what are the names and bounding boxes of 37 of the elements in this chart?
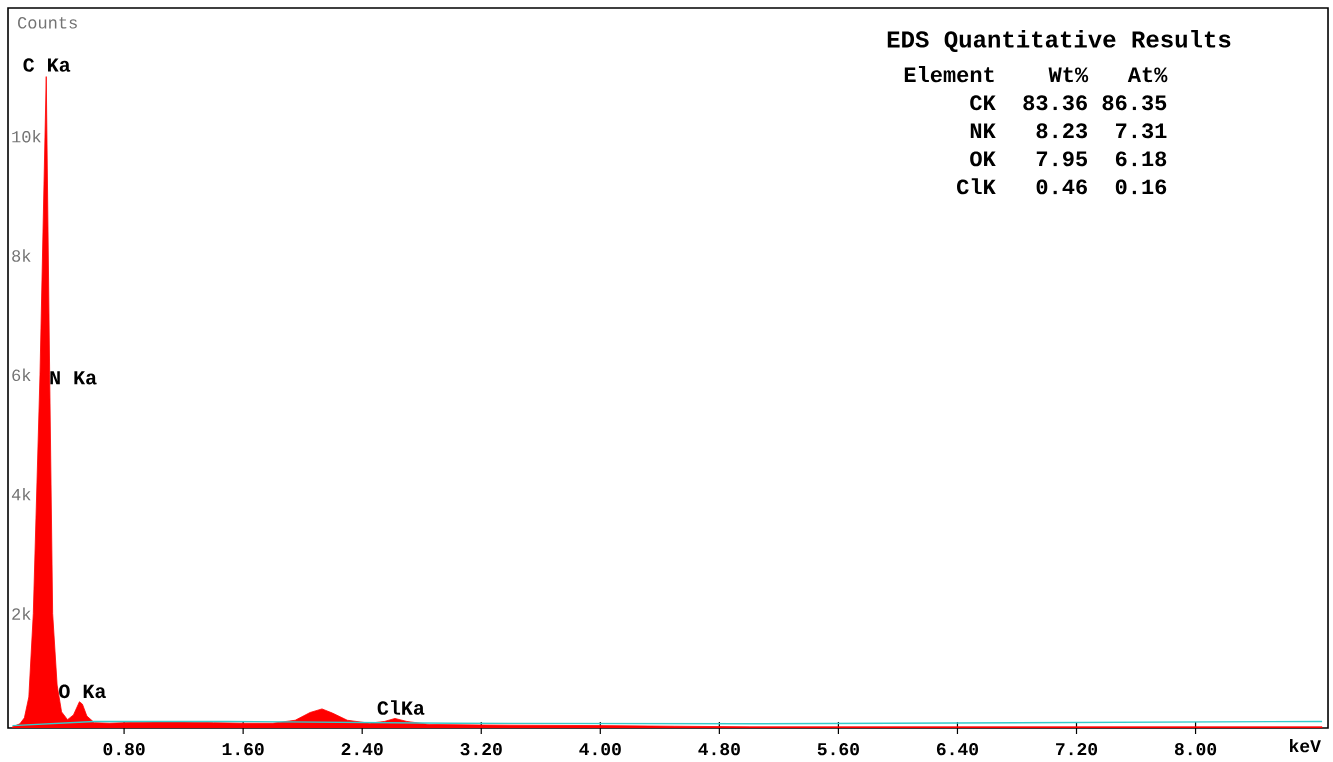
x-tick-label: 2.40 (341, 743, 383, 756)
x-axis-title: keV (1290, 739, 1321, 753)
annotation: OK (970, 151, 996, 167)
annotation: 7.95 (1036, 151, 1088, 167)
x-tick-label: 4.00 (579, 743, 621, 756)
y-tick-label: 8k (12, 249, 31, 262)
y-tick-label: 6k (12, 368, 31, 382)
x-tick-label: 8.00 (1174, 743, 1217, 756)
annotation: N Ka (50, 371, 97, 385)
annotation: NK (970, 123, 996, 139)
x-tick-label: 5.60 (817, 743, 859, 756)
x-tick-label: 3.20 (460, 743, 502, 756)
annotation: Element (904, 66, 994, 83)
y-tick-label: 4k (11, 487, 31, 501)
x-tick-label: 0.80 (103, 743, 145, 756)
annotation: O Ka (59, 684, 106, 699)
x-tick-label: 1.60 (222, 743, 264, 756)
annotation: 0.16 (1115, 179, 1167, 195)
annotation: C Ka (23, 58, 71, 72)
annotation: CK (970, 95, 996, 111)
y-tick-label: 10k (12, 130, 41, 143)
annotation: 6.18 (1115, 151, 1167, 167)
annotation: ClKa (377, 700, 425, 715)
annotation: At% (1127, 67, 1168, 83)
annotation: ClK (957, 178, 996, 195)
annotation: 7.31 (1116, 123, 1167, 139)
annotation: 0.46 (1036, 179, 1087, 195)
annotation: 83.36 (1023, 95, 1087, 111)
y-tick-label: 2k (12, 607, 31, 620)
y-axis-title: Counts (18, 17, 77, 29)
x-tick-label: 6.40 (936, 743, 979, 756)
annotation: EDS Quantitative Results (887, 30, 1231, 53)
x-tick-label: 4.80 (698, 743, 740, 756)
x-tick-label: 7.20 (1056, 743, 1098, 756)
annotation: 8.23 (1036, 123, 1088, 139)
annotation: Wt% (1048, 67, 1089, 83)
annotation: 86.35 (1102, 95, 1167, 111)
